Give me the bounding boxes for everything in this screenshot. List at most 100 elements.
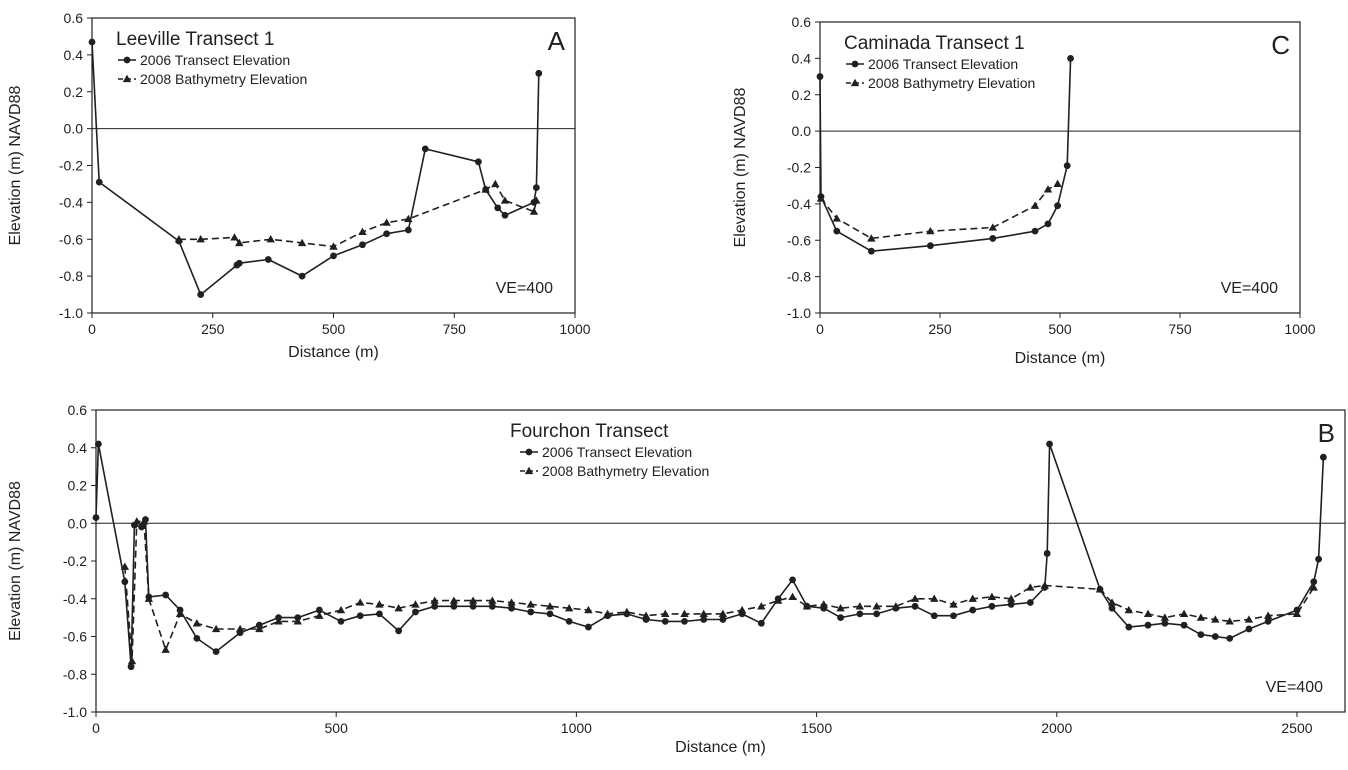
- data-point: [1046, 440, 1053, 448]
- data-point: [1063, 162, 1071, 170]
- data-point: [911, 602, 919, 610]
- data-point: [527, 608, 535, 616]
- data-point: [1095, 585, 1105, 593]
- data-point: [532, 196, 541, 204]
- x-tick-label: 750: [1168, 321, 1192, 337]
- data-point: [856, 610, 864, 618]
- x-axis-label: Distance (m): [288, 344, 379, 361]
- y-tick-label: 0.0: [792, 123, 812, 139]
- y-tick-label: -0.6: [63, 629, 87, 645]
- data-point: [475, 158, 482, 166]
- data-point: [297, 238, 307, 247]
- data-point: [773, 596, 783, 604]
- y-tick-label: 0.6: [792, 14, 812, 30]
- legend-entry: 2006 Transect Elevation: [520, 444, 692, 460]
- data-point: [211, 624, 221, 633]
- y-tick-label: -1.0: [59, 305, 83, 321]
- data-point: [494, 204, 502, 212]
- y-tick-label: 0.4: [64, 47, 84, 63]
- y-tick-label: -0.4: [787, 196, 811, 212]
- y-tick-label: -0.6: [787, 232, 811, 248]
- data-point: [144, 594, 154, 602]
- data-point: [816, 194, 826, 202]
- data-point: [139, 517, 149, 525]
- data-point: [196, 235, 205, 243]
- data-point: [1310, 578, 1318, 586]
- data-point: [127, 663, 135, 671]
- legend-marker: [122, 74, 132, 83]
- data-point: [930, 612, 938, 620]
- legend-marker: [850, 78, 860, 87]
- chart-title: Caminada Transect 1: [844, 33, 1025, 54]
- data-point: [161, 645, 170, 653]
- data-point: [235, 238, 244, 247]
- data-point: [1292, 609, 1302, 617]
- y-tick-label: -0.2: [63, 553, 87, 569]
- y-tick-label: -0.4: [59, 194, 83, 210]
- y-tick-label: -0.8: [787, 269, 811, 285]
- data-point: [891, 602, 901, 610]
- data-point: [1226, 634, 1234, 642]
- data-point: [1309, 583, 1318, 591]
- data-point: [121, 578, 129, 586]
- data-point: [488, 596, 497, 604]
- data-point: [337, 618, 345, 625]
- y-tick-label: -0.8: [63, 666, 87, 682]
- data-point: [395, 627, 403, 635]
- data-point: [1315, 555, 1322, 563]
- data-point: [1044, 220, 1052, 228]
- chart-panel-c: -1.0 -0.8 -0.6 -0.4 -0.2 0.0 0.2 0.4 0.6 0 250 500 7…: [732, 14, 1316, 367]
- data-point: [1026, 599, 1034, 606]
- data-point: [1244, 615, 1254, 623]
- data-point: [120, 562, 130, 570]
- y-axis-label: Elevation (m) NAVD88: [7, 481, 24, 641]
- x-tick-label: 0: [88, 321, 96, 337]
- x-tick-label: 250: [928, 321, 952, 337]
- legend-entry: 2008 Bathymetry Elevation: [118, 71, 307, 87]
- series-line: [95, 443, 1325, 668]
- data-point: [404, 214, 413, 223]
- data-point: [926, 226, 935, 235]
- chart-panel-a: -1.0 -0.8 -0.6 -0.4 -0.2 0.0 0.2 0.4 0.6 0 250 500 7…: [7, 10, 591, 361]
- panel-label: C: [1271, 30, 1290, 60]
- data-point: [1125, 623, 1133, 631]
- series-transect-2006: [88, 38, 543, 298]
- panel-label: A: [548, 26, 566, 56]
- data-point: [95, 440, 102, 448]
- x-tick-label: 1000: [559, 321, 590, 337]
- x-axis-label: Distance (m): [1015, 350, 1106, 367]
- data-point: [987, 592, 997, 601]
- x-tick-label: 1000: [561, 720, 592, 736]
- data-point: [488, 602, 496, 610]
- data-point: [212, 648, 220, 655]
- data-point: [235, 259, 243, 267]
- data-point: [1026, 583, 1035, 591]
- data-point: [833, 227, 841, 235]
- data-point: [1211, 633, 1219, 640]
- series-bathymetry-2008: [816, 179, 1062, 242]
- data-point: [356, 598, 365, 606]
- data-point: [1180, 621, 1188, 629]
- legend-marker: [123, 56, 131, 64]
- series-transect-2006: [92, 440, 1327, 671]
- data-point: [1143, 609, 1153, 617]
- data-point: [1245, 625, 1253, 633]
- data-point: [127, 656, 137, 665]
- legend-marker: [525, 448, 533, 456]
- y-tick-label: 0.6: [68, 402, 88, 418]
- data-point: [819, 600, 828, 608]
- data-point: [491, 179, 500, 188]
- data-point: [546, 610, 554, 618]
- chart-title: Leeville Transect 1: [116, 29, 274, 50]
- data-point: [1107, 598, 1117, 606]
- data-point: [699, 609, 708, 617]
- data-point: [383, 230, 391, 238]
- y-tick-label: -0.2: [787, 160, 811, 176]
- data-point: [375, 600, 384, 608]
- data-point: [867, 247, 875, 255]
- y-tick-label: 0.2: [792, 87, 812, 103]
- data-point: [1263, 611, 1273, 619]
- data-point: [564, 603, 574, 612]
- y-tick-label: 0.6: [64, 10, 84, 26]
- data-point: [88, 38, 96, 46]
